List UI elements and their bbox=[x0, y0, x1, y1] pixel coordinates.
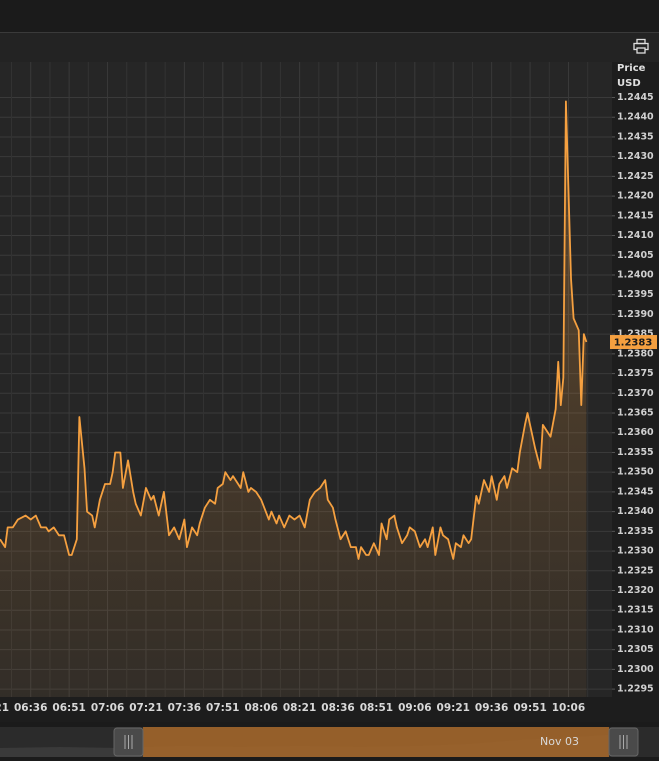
x-tick-label: 08:51 bbox=[360, 702, 393, 714]
handle-grip bbox=[124, 735, 133, 749]
print-button[interactable] bbox=[632, 38, 650, 55]
y-tick-label: 1.2350 bbox=[617, 467, 654, 478]
navigator[interactable]: Nov 03 bbox=[0, 727, 659, 757]
x-tick-label: 09:21 bbox=[437, 702, 470, 714]
plot bbox=[0, 100, 588, 697]
y-tick-label: 1.2380 bbox=[617, 348, 654, 359]
handle-grip bbox=[619, 735, 628, 749]
toolbar bbox=[0, 32, 659, 62]
x-tick-label: 09:06 bbox=[398, 702, 431, 714]
x-tick-label: 07:51 bbox=[206, 702, 239, 714]
y-tick-label: 1.2325 bbox=[617, 565, 654, 576]
x-tick-label: 06:51 bbox=[52, 702, 85, 714]
y-tick-label: 1.2390 bbox=[617, 309, 654, 320]
y-tick-label: 1.2305 bbox=[617, 644, 654, 655]
y-tick-label: 1.2410 bbox=[617, 230, 654, 241]
price-line bbox=[0, 100, 588, 560]
y-tick-label: 1.2330 bbox=[617, 546, 654, 557]
last-price-box bbox=[610, 335, 657, 350]
y-tick-label: 1.2340 bbox=[617, 506, 654, 517]
x-tick-label: 08:36 bbox=[321, 702, 354, 714]
navigator-date: Nov 03 bbox=[540, 735, 579, 748]
y-tick-label: 1.2315 bbox=[617, 605, 654, 616]
y-tick-label: 1.2395 bbox=[617, 289, 654, 300]
y-tick-label: 1.2420 bbox=[617, 191, 654, 202]
y-axis-panel bbox=[612, 62, 659, 722]
y-tick-label: 1.2400 bbox=[617, 269, 654, 280]
y-tick-label: 1.2345 bbox=[617, 486, 654, 497]
x-tick-label: 06:21 bbox=[0, 702, 9, 714]
y-tick-label: 1.2295 bbox=[617, 684, 654, 695]
y-tick-label: 1.2335 bbox=[617, 526, 654, 537]
x-axis-panel bbox=[0, 697, 612, 722]
y-tick-label: 1.2435 bbox=[617, 131, 654, 142]
y-tick-label: 1.2370 bbox=[617, 388, 654, 399]
x-tick-label: 10:06 bbox=[552, 702, 585, 714]
y-tick-label: 1.2355 bbox=[617, 447, 654, 458]
x-tick-label: 07:21 bbox=[129, 702, 162, 714]
x-tick-label: 08:06 bbox=[244, 702, 277, 714]
y-tick-label: 1.2425 bbox=[617, 171, 654, 182]
x-tick-label: 08:21 bbox=[283, 702, 316, 714]
y-axis-title: Price bbox=[617, 63, 646, 74]
y-tick-label: 1.2405 bbox=[617, 250, 654, 261]
y-tick-label: 1.2300 bbox=[617, 664, 654, 675]
navigator-selection[interactable] bbox=[143, 727, 609, 757]
y-tick-label: 1.2320 bbox=[617, 585, 654, 596]
axes: Price USD 1.2295 1.2300 1.2305 1.2310 1.2315… bbox=[0, 63, 657, 714]
x-tick-label: 07:06 bbox=[91, 702, 124, 714]
y-tick-label: 1.2430 bbox=[617, 151, 654, 162]
y-tick-label: 1.2445 bbox=[617, 92, 654, 103]
y-tick-label: 1.2440 bbox=[617, 112, 654, 123]
price-area bbox=[0, 101, 587, 697]
y-axis-unit: USD bbox=[617, 78, 641, 89]
print-icon bbox=[636, 47, 646, 54]
y-tick-label: 1.2310 bbox=[617, 624, 654, 635]
x-tick-label: 09:36 bbox=[475, 702, 508, 714]
last-price-label: 1.2383 bbox=[614, 338, 653, 349]
x-tick-label: 06:36 bbox=[14, 702, 47, 714]
y-tick-label: 1.2415 bbox=[617, 210, 654, 221]
y-tick-label: 1.2365 bbox=[617, 408, 654, 419]
y-tick-label: 1.2385 bbox=[617, 329, 654, 340]
y-tick-label: 1.2360 bbox=[617, 427, 654, 438]
y-tick-label: 1.2375 bbox=[617, 368, 654, 379]
x-tick-label: 09:51 bbox=[513, 702, 546, 714]
x-tick-label: 07:36 bbox=[168, 702, 201, 714]
